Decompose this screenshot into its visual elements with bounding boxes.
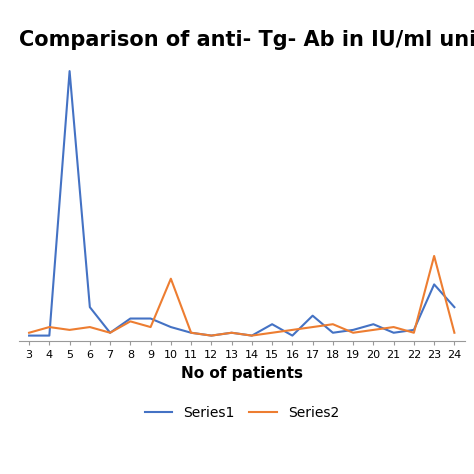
Series1	[148, 316, 154, 321]
Series1	[350, 327, 356, 333]
Series1	[269, 321, 275, 327]
Series1	[229, 330, 235, 336]
Series1	[209, 333, 214, 338]
Series2	[168, 276, 173, 282]
Series1	[391, 330, 396, 336]
Series1	[249, 333, 255, 338]
Series2	[452, 330, 457, 336]
Series2	[330, 321, 336, 327]
Series2	[350, 330, 356, 336]
Series2	[107, 330, 113, 336]
Text: Comparison of anti- Tg- Ab in IU/ml units: Comparison of anti- Tg- Ab in IU/ml unit…	[19, 30, 474, 50]
Series1	[371, 321, 376, 327]
Line: Series1: Series1	[29, 71, 455, 336]
Series2	[290, 327, 295, 333]
Series2	[128, 319, 133, 324]
Legend: Series1, Series2: Series1, Series2	[139, 400, 345, 425]
Series2	[411, 330, 417, 336]
Series2	[310, 324, 316, 330]
Series2	[188, 330, 194, 336]
Series1	[431, 282, 437, 287]
Series1	[310, 313, 316, 319]
Series2	[46, 324, 52, 330]
Line: Series2: Series2	[29, 256, 455, 336]
Series1	[452, 304, 457, 310]
Series2	[431, 253, 437, 259]
Series2	[209, 333, 214, 338]
Series2	[249, 333, 255, 338]
Series1	[67, 68, 73, 74]
Series1	[128, 316, 133, 321]
Series1	[290, 333, 295, 338]
Series1	[46, 333, 52, 338]
Series2	[391, 324, 396, 330]
Series1	[26, 333, 32, 338]
Series1	[411, 327, 417, 333]
X-axis label: No of patients: No of patients	[181, 366, 303, 381]
Series2	[148, 324, 154, 330]
Series2	[269, 330, 275, 336]
Series2	[371, 327, 376, 333]
Series2	[26, 330, 32, 336]
Series2	[87, 324, 93, 330]
Series2	[229, 330, 235, 336]
Series1	[330, 330, 336, 336]
Series2	[67, 327, 73, 333]
Series1	[168, 324, 173, 330]
Series1	[87, 304, 93, 310]
Series1	[107, 330, 113, 336]
Series1	[188, 330, 194, 336]
